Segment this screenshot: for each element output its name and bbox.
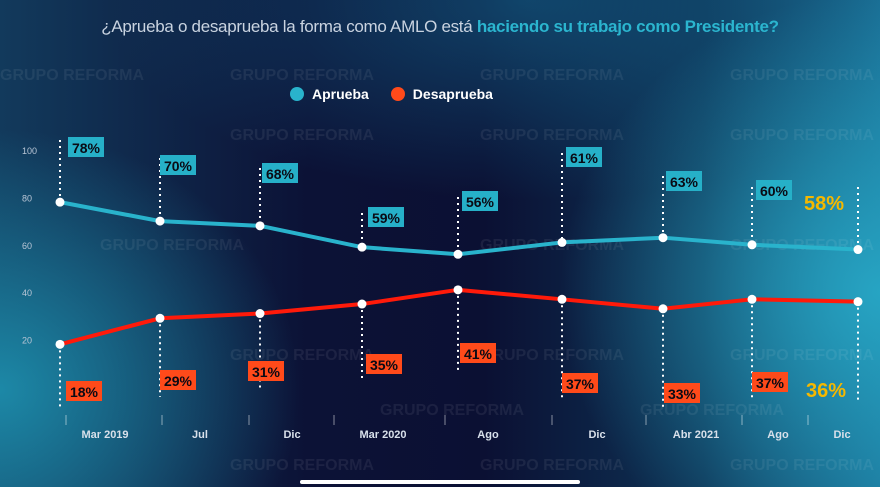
- point-aprueba: [658, 233, 668, 243]
- chart-title: ¿Aprueba o desaprueba la forma como AMLO…: [0, 17, 880, 37]
- data-label-aprueba: 63%: [670, 174, 699, 190]
- data-label-aprueba-box: [666, 171, 702, 191]
- data-label-aprueba: 59%: [372, 210, 401, 226]
- watermark: GRUPO REFORMA: [640, 402, 784, 419]
- watermark: GRUPO REFORMA: [100, 237, 244, 254]
- point-desaprueba: [55, 339, 65, 349]
- data-label-aprueba: 78%: [72, 140, 101, 156]
- y-tick-label: 80: [22, 193, 32, 203]
- point-aprueba: [453, 249, 463, 259]
- watermark: GRUPO REFORMA: [230, 457, 374, 474]
- watermark: GRUPO REFORMA: [730, 67, 874, 84]
- legend-label: Desaprueba: [412, 86, 493, 102]
- watermark: GRUPO REFORMA: [0, 67, 144, 84]
- watermark: GRUPO REFORMA: [380, 402, 524, 419]
- legend-item-aprueba: Aprueba: [290, 86, 369, 102]
- point-desaprueba: [658, 304, 668, 314]
- legend-item-desaprueba: Desaprueba: [390, 86, 493, 102]
- point-aprueba: [55, 197, 65, 207]
- x-tick-label: Dic: [588, 429, 605, 441]
- point-desaprueba: [557, 294, 567, 304]
- x-tick-label: Abr 2021: [673, 429, 719, 441]
- legend-swatch-desaprueba: [390, 87, 405, 101]
- data-label-desaprueba-box: [66, 381, 102, 401]
- watermark: GRUPO REFORMA: [480, 347, 624, 364]
- legend: Aprueba Desaprueba: [290, 86, 493, 102]
- watermark: GRUPO REFORMA: [730, 347, 874, 364]
- point-desaprueba: [357, 299, 367, 309]
- x-tick-label: Dic: [283, 429, 300, 441]
- data-label-aprueba-box: [368, 207, 404, 227]
- data-label-desaprueba-box: [562, 373, 598, 393]
- data-label-desaprueba-box: [460, 343, 496, 363]
- x-tick-label: Dic: [833, 429, 850, 441]
- title-text: ¿Aprueba o desaprueba la forma como AMLO…: [101, 17, 477, 36]
- data-label-desaprueba: 29%: [164, 373, 193, 389]
- legend-swatch-aprueba: [290, 87, 304, 101]
- series-line-desaprueba: [59, 287, 859, 347]
- data-label-aprueba-box: [566, 147, 602, 167]
- data-label-desaprueba: 31%: [252, 364, 281, 380]
- x-tick-label: Jul: [192, 429, 208, 441]
- data-label-aprueba-box: [462, 191, 498, 211]
- watermark: GRUPO REFORMA: [730, 457, 874, 474]
- legend-label: Aprueba: [312, 86, 369, 102]
- point-desaprueba: [255, 309, 265, 319]
- data-label-desaprueba-box: [366, 354, 402, 374]
- data-label-desaprueba: 37%: [756, 375, 785, 391]
- data-label-desaprueba: 33%: [668, 386, 697, 402]
- data-label-aprueba-box: [756, 180, 792, 200]
- title-highlight: haciendo su trabajo como Presidente?: [476, 17, 779, 36]
- data-label-aprueba: 70%: [164, 158, 193, 174]
- data-label-aprueba: 56%: [466, 194, 495, 210]
- point-aprueba: [357, 242, 367, 252]
- data-label-aprueba: 61%: [570, 150, 599, 166]
- y-tick-label: 60: [22, 241, 32, 251]
- point-desaprueba: [155, 313, 165, 323]
- watermark: GRUPO REFORMA: [230, 67, 374, 84]
- y-tick-label: 100: [22, 146, 37, 156]
- data-label-desaprueba-box: [664, 383, 700, 403]
- x-tick-label: Ago: [767, 429, 789, 441]
- data-label-aprueba: 68%: [266, 166, 295, 182]
- data-label-desaprueba: 35%: [370, 357, 399, 373]
- y-tick-label: 20: [22, 336, 32, 346]
- point-desaprueba: [453, 285, 463, 295]
- watermark: GRUPO REFORMA: [230, 127, 374, 144]
- watermark: GRUPO REFORMA: [480, 457, 624, 474]
- data-label-desaprueba: 18%: [70, 384, 99, 400]
- data-label-desaprueba: 41%: [464, 346, 493, 362]
- x-tick-label: Ago: [477, 429, 499, 441]
- point-aprueba: [155, 216, 165, 226]
- point-desaprueba: [853, 297, 863, 307]
- point-aprueba: [557, 237, 567, 247]
- data-label-desaprueba: 37%: [566, 376, 595, 392]
- watermark: GRUPO REFORMA: [480, 127, 624, 144]
- point-aprueba: [747, 240, 757, 250]
- x-tick-label: Mar 2019: [81, 429, 128, 441]
- point-aprueba: [255, 221, 265, 231]
- x-tick-label: Mar 2020: [359, 429, 406, 441]
- y-tick-label: 40: [22, 288, 32, 298]
- data-label-aprueba-box: [262, 163, 298, 183]
- point-aprueba: [853, 245, 863, 255]
- data-label-aprueba: 60%: [760, 183, 789, 199]
- data-label-desaprueba-box: [248, 361, 284, 381]
- data-label-desaprueba-box: [752, 372, 788, 392]
- watermark: GRUPO REFORMA: [230, 347, 374, 364]
- watermark: GRUPO REFORMA: [730, 127, 874, 144]
- point-desaprueba: [747, 294, 757, 304]
- data-label-desaprueba-box: [160, 370, 196, 390]
- latest-label-desaprueba: 36%: [806, 380, 846, 402]
- progress-bar: [300, 480, 580, 484]
- data-label-aprueba-box: [68, 137, 104, 157]
- data-label-aprueba-box: [160, 155, 196, 175]
- watermark: GRUPO REFORMA: [480, 67, 624, 84]
- latest-label-aprueba: 58%: [804, 193, 844, 215]
